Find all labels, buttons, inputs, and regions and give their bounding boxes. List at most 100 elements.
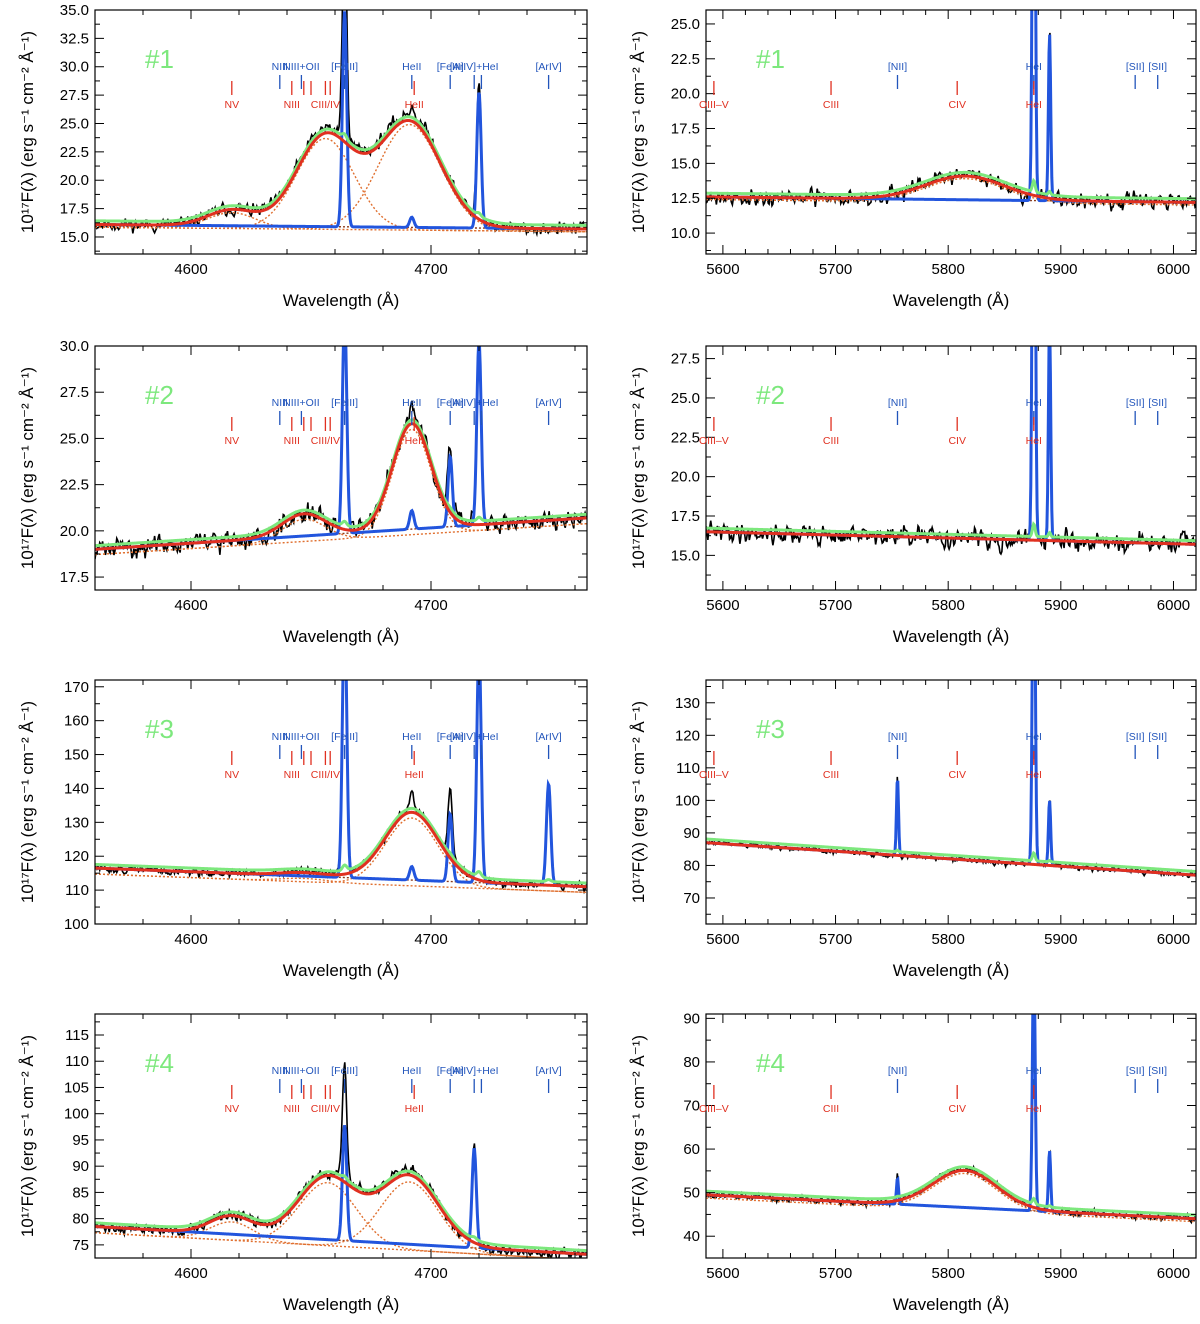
y-tick-label: 160: [64, 713, 89, 730]
nebular-line-label: [SII]: [1126, 61, 1145, 73]
total-fit-line: [95, 418, 587, 548]
x-axis-title: Wavelength (Å): [893, 1295, 1010, 1314]
nebular-line-label: [NII]: [888, 731, 907, 743]
wr-line-label: CIII/IV: [311, 769, 340, 781]
broad-component-dotted-line: [706, 177, 1196, 206]
total-fit-line: [706, 1165, 1196, 1217]
nebular-line-label: [SII]: [1148, 731, 1167, 743]
y-tick-label: 40: [683, 1228, 700, 1245]
wr-line-label: CIV: [948, 1103, 966, 1115]
x-tick-label: 6000: [1157, 931, 1190, 948]
y-tick-label: 150: [64, 747, 89, 764]
y-tick-label: 70: [683, 1098, 700, 1115]
y-tick-label: 110: [65, 882, 89, 899]
x-axis-title: Wavelength (Å): [283, 961, 400, 980]
plot-frame: [705, 9, 1197, 255]
y-tick-label: 25.0: [60, 430, 89, 447]
y-tick-label: 20.0: [671, 469, 700, 486]
plot-area: [95, 1062, 587, 1258]
wr-line-label: HeII: [405, 99, 424, 111]
plot-area: [706, 680, 1196, 879]
broad-fit-line: [706, 1168, 1196, 1221]
broad-component-dotted-line: [706, 1172, 1196, 1223]
nebular-line-label: HeI: [1026, 731, 1042, 743]
nebular-line-label: NIII+OII: [283, 1065, 319, 1077]
wr-line-label: NV: [225, 99, 240, 111]
plot-area: [95, 10, 587, 238]
wr-line-label: NIII: [284, 769, 300, 781]
nebular-line-label: [ArIV]: [535, 61, 561, 73]
wr-line-label: CIII: [823, 1103, 839, 1115]
y-tick-label: 25.0: [671, 16, 700, 33]
x-tick-label: 5800: [931, 597, 964, 614]
panel-number-label: #3: [145, 714, 174, 744]
plot-frame: [94, 679, 588, 925]
y-tick-label: 27.5: [671, 351, 700, 368]
y-tick-label: 17.5: [671, 121, 700, 138]
panel-p4_red: 5600 5700 5800 5900 6000 40 50 60 70 80 90 Waveleng…: [629, 1010, 1197, 1314]
broad-fit-line: [706, 530, 1196, 546]
plot-frame: [94, 9, 588, 255]
y-tick-label: 100: [64, 916, 89, 933]
nebular-line-label: [FeIII]: [331, 61, 358, 73]
nebular-fit-line: [95, 680, 587, 889]
y-tick-label: 22.5: [671, 429, 700, 446]
x-tick-label: 6000: [1157, 261, 1190, 278]
nebular-line-label: [FeIII]: [437, 1065, 464, 1077]
x-tick-label: 5900: [1044, 1265, 1077, 1282]
nebular-line-label: [FeIII]: [331, 731, 358, 743]
wr-line-label: HeII: [405, 769, 424, 781]
x-axis-title: Wavelength (Å): [283, 1295, 400, 1314]
y-tick-label: 120: [675, 727, 700, 744]
x-tick-label: 6000: [1157, 1265, 1190, 1282]
panel-p4_blue: 4600 4700 75 80 85 90 95 100 105 110 115 Wavelength…: [18, 1013, 588, 1314]
wr-line-label: NV: [225, 435, 240, 447]
y-tick-label: 25.0: [671, 390, 700, 407]
panel-number-label: #2: [756, 380, 785, 410]
y-tick-label: 10.0: [671, 225, 700, 242]
wr-line-label: NV: [225, 769, 240, 781]
y-tick-label: 15.0: [671, 155, 700, 172]
nebular-line-label: [ArIV]+HeI: [450, 397, 499, 409]
panel-number-label: #1: [145, 44, 174, 74]
nebular-fit-line: [95, 346, 587, 551]
nebular-line-label: [ArIV]: [535, 1065, 561, 1077]
nebular-line-label: NIII+OII: [283, 397, 319, 409]
y-tick-label: 27.5: [60, 87, 89, 104]
y-tick-label: 100: [64, 1106, 89, 1123]
y-tick-label: 12.5: [671, 190, 700, 207]
panel-p1_red: 5600 5700 5800 5900 6000 10.0 12.5 15.0 17.5 20.0…: [629, 9, 1197, 310]
plot-frame: [705, 1013, 1197, 1259]
nebular-line-label: NIII: [272, 61, 288, 73]
x-tick-label: 4700: [414, 931, 447, 948]
plot-frame: [94, 345, 588, 591]
wr-line-label: CIII/IV: [311, 435, 340, 447]
nebular-line-label: [FeIII]: [331, 397, 358, 409]
nebular-line-label: NIII: [272, 397, 288, 409]
x-tick-label: 5600: [706, 931, 739, 948]
wr-line-label: NIII: [284, 1103, 300, 1115]
y-tick-label: 80: [683, 857, 700, 874]
y-tick-label: 90: [683, 825, 700, 842]
plot-area: [95, 346, 587, 560]
y-tick-label: 85: [72, 1184, 89, 1201]
y-tick-label: 20.0: [60, 523, 89, 540]
nebular-line-label: [FeIII]: [331, 1065, 358, 1077]
nebular-line-label: HeII: [402, 397, 421, 409]
x-axis-title: Wavelength (Å): [893, 291, 1010, 310]
y-axis-title: 10¹⁷F(λ) (erg s⁻¹ cm⁻² Å⁻¹): [629, 701, 648, 903]
broad-fit-line: [95, 422, 587, 551]
x-axis-title: Wavelength (Å): [893, 961, 1010, 980]
wr-line-label: OIII–V: [699, 99, 729, 111]
broad-fit-line: [706, 174, 1196, 204]
wr-line-label: CIV: [948, 769, 966, 781]
nebular-line-label: [ArIV]: [535, 397, 561, 409]
y-tick-label: 60: [683, 1141, 700, 1158]
y-tick-label: 27.5: [60, 384, 89, 401]
nebular-line-label: [NII]: [888, 61, 907, 73]
y-tick-label: 15.0: [671, 547, 700, 564]
nebular-line-label: [ArIV]+HeI: [450, 61, 499, 73]
x-tick-label: 5800: [931, 261, 964, 278]
nebular-line-label: HeII: [402, 731, 421, 743]
